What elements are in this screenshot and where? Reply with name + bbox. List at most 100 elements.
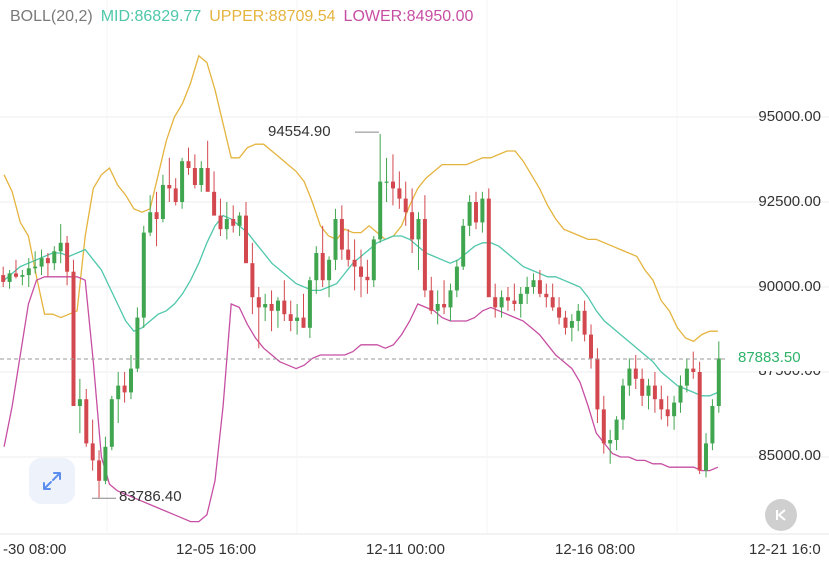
candle-body [576,310,581,321]
candle-body [263,304,268,308]
legend-mid: MID:86829.77 [100,8,202,25]
candle-body [352,259,357,267]
candle-body [180,161,185,202]
candle-body [282,300,287,315]
boll-lower-line [3,276,719,523]
candle-body [672,402,677,417]
candle-body [173,188,178,202]
y-tick-label: 95000.00 [758,108,821,125]
candle-body [435,304,440,311]
legend-lower: LOWER:84950.00 [343,8,474,25]
candle-body [646,385,651,396]
candle-body [429,290,434,311]
x-tick-label: 12-16 08:00 [555,541,636,558]
candle-body [442,304,447,308]
candle-body [14,273,18,277]
candle-body [339,219,344,250]
boll-upper-line [3,54,718,343]
candle-body [493,297,498,308]
candle-body [20,275,25,277]
candle-body [148,212,153,233]
candle-body [384,181,389,183]
candle-body [39,258,44,267]
candle-body [710,406,715,444]
candle-body [65,242,70,272]
expand-arrows-icon [43,472,61,490]
y-tick-label: 92500.00 [758,193,821,210]
candle-body [109,399,114,447]
candle-body [525,287,530,294]
candle-body [103,446,108,481]
candle-body [320,253,325,281]
candle-body [557,307,562,318]
candle-body [563,317,568,328]
candle-body [237,215,242,226]
candle-body [160,185,165,219]
max-price-label: 94554.90 [268,123,331,140]
candle-body [480,198,485,223]
candle-body [224,219,229,230]
candle-body [697,372,702,471]
x-tick-label: -30 08:00 [3,541,67,558]
candle-body [327,259,332,281]
candle-body [512,300,517,304]
candle-body [403,198,408,213]
candle-body [135,317,140,369]
y-tick-label: 90000.00 [758,278,821,295]
candle-body [716,358,721,406]
candle-body [244,215,248,264]
candle-body [333,219,338,260]
candle-body [199,168,204,185]
candle-body [218,215,223,230]
candle-body [365,276,370,281]
candle-body [307,280,312,328]
boll-mid-line [3,214,719,397]
candle-body [448,290,453,308]
expand-button[interactable] [29,458,75,504]
candle-body [518,293,523,304]
skip-back-button[interactable] [765,499,797,531]
candle-body [256,297,261,308]
candle-body [52,251,57,264]
candle-body [506,297,510,301]
candle-body [704,443,708,471]
x-tick-label: 12-11 00:00 [366,541,445,558]
legend-upper: UPPER:88709.54 [209,8,336,25]
candle-body [416,219,421,240]
candle-body [141,232,146,318]
candle-body [359,266,363,277]
candle-body [627,368,632,386]
candle-body [499,297,504,308]
candle-body [186,161,191,168]
candle-body [550,297,555,308]
candle-body [122,385,127,393]
candle-body [684,368,689,386]
candle-body [531,280,536,287]
candle-body [544,293,549,298]
candle-body [205,168,210,192]
y-tick-label: 85000.00 [758,447,821,464]
candle-body [589,334,593,359]
candle-body [84,399,89,444]
candle-body [608,440,613,444]
candle-body [640,378,645,396]
indicator-legend: BOLL(20,2) MID:86829.77 UPPER:88709.54 LOWE… [10,8,481,26]
candle-body [614,419,619,440]
candle-body [422,219,427,291]
candle-body [250,263,255,298]
candle-body [212,191,217,216]
candle-body [129,368,133,393]
candle-body [7,273,12,282]
last-price-label: 87883.50 [726,345,829,371]
candle-body [58,242,63,252]
candle-body [461,225,466,267]
candle-body [116,385,121,400]
candle-body [167,185,172,189]
candle-body [90,443,95,461]
candle-body [33,266,38,269]
candle-body [691,368,696,372]
candle-body [391,181,395,189]
candle-body [371,239,376,281]
candle-body [621,385,625,420]
